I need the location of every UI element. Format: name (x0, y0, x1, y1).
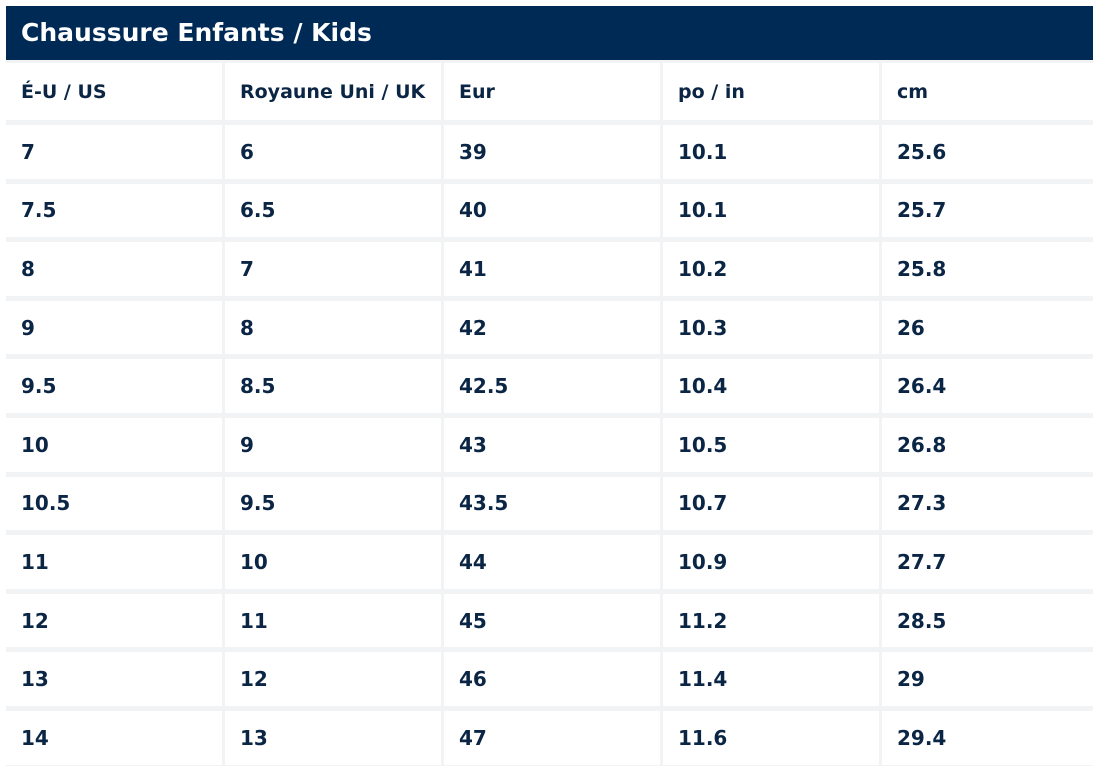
cell-inches: 11.6 (663, 710, 879, 765)
cell-eur: 46 (444, 652, 660, 706)
cell-us: 10 (6, 417, 222, 472)
cell-inches: 10.9 (663, 535, 879, 589)
cell-inches: 11.2 (663, 593, 879, 648)
cell-uk: 8 (225, 300, 441, 355)
cell-cm: 25.7 (882, 183, 1093, 238)
chart-title: Chaussure Enfants / Kids (6, 6, 1093, 60)
cell-inches: 10.2 (663, 242, 879, 296)
cell-uk: 7 (225, 242, 441, 296)
cell-eur: 47 (444, 710, 660, 765)
cell-cm: 27.7 (882, 535, 1093, 589)
cell-inches: 11.4 (663, 652, 879, 706)
cell-cm: 25.6 (882, 125, 1093, 179)
cell-us: 10.5 (6, 476, 222, 531)
header-inches: po / in (663, 63, 879, 120)
cell-cm: 28.5 (882, 593, 1093, 648)
cell-cm: 29 (882, 652, 1093, 706)
cell-uk: 12 (225, 652, 441, 706)
header-cm: cm (882, 63, 1093, 120)
cell-uk: 9.5 (225, 476, 441, 531)
cell-inches: 10.1 (663, 183, 879, 238)
cell-eur: 39 (444, 125, 660, 179)
header-uk: Royaune Uni / UK (225, 63, 441, 120)
cell-inches: 10.3 (663, 300, 879, 355)
cell-cm: 27.3 (882, 476, 1093, 531)
cell-uk: 6 (225, 125, 441, 179)
cell-us: 7 (6, 125, 222, 179)
cell-uk: 6.5 (225, 183, 441, 238)
cell-cm: 26.4 (882, 359, 1093, 413)
cell-us: 9.5 (6, 359, 222, 413)
cell-inches: 10.1 (663, 125, 879, 179)
cell-us: 11 (6, 535, 222, 589)
cell-us: 9 (6, 300, 222, 355)
header-eur: Eur (444, 63, 660, 120)
cell-eur: 42.5 (444, 359, 660, 413)
cell-cm: 26 (882, 300, 1093, 355)
header-us: É-U / US (6, 63, 222, 120)
cell-uk: 13 (225, 710, 441, 765)
cell-uk: 8.5 (225, 359, 441, 413)
size-table: É-U / US Royaune Uni / UK Eur po / in cm… (6, 63, 1093, 765)
cell-eur: 43 (444, 417, 660, 472)
cell-inches: 10.4 (663, 359, 879, 413)
cell-us: 7.5 (6, 183, 222, 238)
cell-cm: 26.8 (882, 417, 1093, 472)
cell-inches: 10.5 (663, 417, 879, 472)
cell-cm: 25.8 (882, 242, 1093, 296)
cell-uk: 9 (225, 417, 441, 472)
cell-eur: 40 (444, 183, 660, 238)
cell-us: 14 (6, 710, 222, 765)
cell-us: 8 (6, 242, 222, 296)
cell-cm: 29.4 (882, 710, 1093, 765)
cell-inches: 10.7 (663, 476, 879, 531)
cell-eur: 45 (444, 593, 660, 648)
cell-eur: 43.5 (444, 476, 660, 531)
cell-eur: 44 (444, 535, 660, 589)
cell-eur: 41 (444, 242, 660, 296)
cell-uk: 11 (225, 593, 441, 648)
cell-eur: 42 (444, 300, 660, 355)
size-chart: Chaussure Enfants / Kids É-U / US Royaun… (6, 6, 1093, 766)
cell-us: 13 (6, 652, 222, 706)
cell-uk: 10 (225, 535, 441, 589)
cell-us: 12 (6, 593, 222, 648)
